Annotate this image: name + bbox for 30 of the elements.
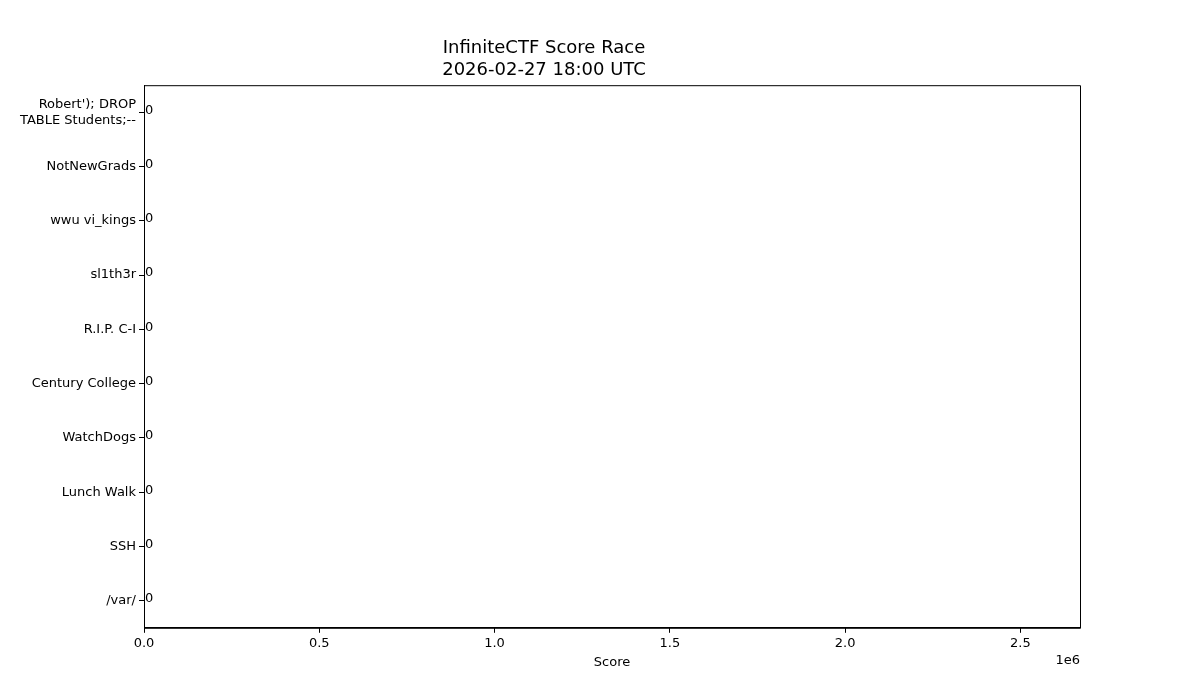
x-tick-label: 1.0 [484, 634, 505, 650]
y-tick-label: WatchDogs [62, 429, 137, 445]
y-tick-label: R.I.P. C-I [83, 320, 136, 336]
x-tick-label: 1.5 [659, 634, 681, 650]
y-tick-label: /var/ [106, 592, 137, 608]
x-tick-label: 0.5 [308, 634, 330, 650]
data-label: 0 [145, 373, 154, 389]
data-label: 0 [145, 155, 154, 171]
y-tick-label: Lunch Walk [61, 483, 137, 499]
data-label: 0 [145, 535, 154, 551]
data-label: 0 [145, 318, 154, 334]
y-tick-label: wwu vi_kings [50, 212, 137, 228]
data-label: 0 [145, 590, 154, 606]
x-tick-label: 2.5 [1010, 634, 1031, 650]
y-tick-label: Century College [31, 375, 136, 391]
chart-title: InfiniteCTF Score Race [442, 36, 646, 58]
text: 1e6 [1055, 651, 1080, 667]
x-tick-label: 0.0 [133, 634, 155, 650]
y-tick-label: SSH [109, 537, 136, 553]
data-label: 0 [145, 427, 154, 443]
chart-subtitle: 2026-02-27 18:00 UTC [442, 58, 646, 80]
data-label: 0 [145, 210, 154, 226]
y-tick-label: NotNewGrads [46, 157, 137, 173]
x-tick-label: 2.0 [834, 634, 856, 650]
y-tick-label: sl1th3r [90, 266, 137, 282]
data-label: 0 [145, 264, 154, 280]
y-tick-label: Robert'); DROP TABLE Students;-- [18, 95, 137, 127]
data-label: 0 [145, 101, 154, 117]
x-axis-title: Score [593, 653, 631, 669]
data-label: 0 [145, 481, 154, 497]
